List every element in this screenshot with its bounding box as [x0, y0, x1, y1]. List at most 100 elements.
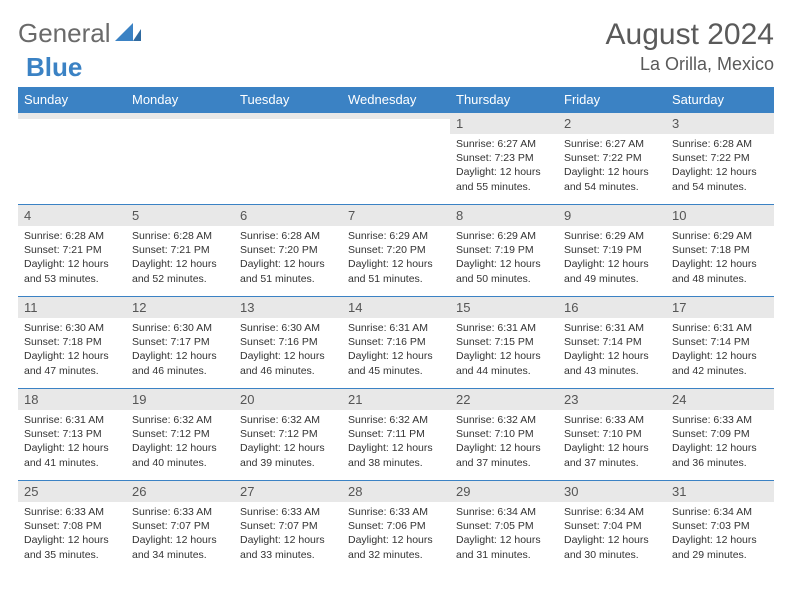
day-details: Sunrise: 6:33 AMSunset: 7:09 PMDaylight:… [666, 410, 774, 474]
day-details: Sunrise: 6:29 AMSunset: 7:19 PMDaylight:… [450, 226, 558, 290]
calendar-day-cell: 19Sunrise: 6:32 AMSunset: 7:12 PMDayligh… [126, 389, 234, 481]
daylight-text: Daylight: 12 hours and 42 minutes. [672, 349, 768, 377]
brand-part1: General [18, 18, 111, 49]
sunrise-text: Sunrise: 6:33 AM [672, 413, 768, 427]
weekday-header: Sunday [18, 87, 126, 113]
calendar-day-cell: 25Sunrise: 6:33 AMSunset: 7:08 PMDayligh… [18, 481, 126, 573]
daylight-text: Daylight: 12 hours and 51 minutes. [240, 257, 336, 285]
sunset-text: Sunset: 7:18 PM [672, 243, 768, 257]
sunrise-text: Sunrise: 6:31 AM [348, 321, 444, 335]
day-number: 20 [234, 389, 342, 410]
sunset-text: Sunset: 7:14 PM [564, 335, 660, 349]
day-details: Sunrise: 6:30 AMSunset: 7:16 PMDaylight:… [234, 318, 342, 382]
sunset-text: Sunset: 7:13 PM [24, 427, 120, 441]
weekday-header: Friday [558, 87, 666, 113]
sunrise-text: Sunrise: 6:33 AM [348, 505, 444, 519]
sunset-text: Sunset: 7:12 PM [132, 427, 228, 441]
calendar-week-row: 25Sunrise: 6:33 AMSunset: 7:08 PMDayligh… [18, 481, 774, 573]
day-number: 18 [18, 389, 126, 410]
calendar-day-cell: 30Sunrise: 6:34 AMSunset: 7:04 PMDayligh… [558, 481, 666, 573]
daylight-text: Daylight: 12 hours and 46 minutes. [240, 349, 336, 377]
sunset-text: Sunset: 7:22 PM [564, 151, 660, 165]
brand-triangle-icon [115, 21, 141, 46]
day-details: Sunrise: 6:29 AMSunset: 7:19 PMDaylight:… [558, 226, 666, 290]
day-details [234, 119, 342, 126]
day-details: Sunrise: 6:27 AMSunset: 7:23 PMDaylight:… [450, 134, 558, 198]
day-number: 7 [342, 205, 450, 226]
calendar-day-cell [18, 113, 126, 205]
sunrise-text: Sunrise: 6:33 AM [132, 505, 228, 519]
calendar-day-cell: 6Sunrise: 6:28 AMSunset: 7:20 PMDaylight… [234, 205, 342, 297]
calendar-day-cell: 4Sunrise: 6:28 AMSunset: 7:21 PMDaylight… [18, 205, 126, 297]
day-details: Sunrise: 6:32 AMSunset: 7:12 PMDaylight:… [126, 410, 234, 474]
daylight-text: Daylight: 12 hours and 34 minutes. [132, 533, 228, 561]
daylight-text: Daylight: 12 hours and 32 minutes. [348, 533, 444, 561]
daylight-text: Daylight: 12 hours and 37 minutes. [564, 441, 660, 469]
sunrise-text: Sunrise: 6:28 AM [672, 137, 768, 151]
daylight-text: Daylight: 12 hours and 46 minutes. [132, 349, 228, 377]
day-number: 25 [18, 481, 126, 502]
day-number: 14 [342, 297, 450, 318]
day-number: 16 [558, 297, 666, 318]
daylight-text: Daylight: 12 hours and 48 minutes. [672, 257, 768, 285]
calendar-week-row: 4Sunrise: 6:28 AMSunset: 7:21 PMDaylight… [18, 205, 774, 297]
day-number: 30 [558, 481, 666, 502]
daylight-text: Daylight: 12 hours and 47 minutes. [24, 349, 120, 377]
daylight-text: Daylight: 12 hours and 54 minutes. [672, 165, 768, 193]
day-details [126, 119, 234, 126]
day-number: 21 [342, 389, 450, 410]
sunset-text: Sunset: 7:10 PM [456, 427, 552, 441]
sunset-text: Sunset: 7:18 PM [24, 335, 120, 349]
day-number: 22 [450, 389, 558, 410]
calendar-day-cell: 23Sunrise: 6:33 AMSunset: 7:10 PMDayligh… [558, 389, 666, 481]
day-details: Sunrise: 6:31 AMSunset: 7:16 PMDaylight:… [342, 318, 450, 382]
sunrise-text: Sunrise: 6:30 AM [24, 321, 120, 335]
daylight-text: Daylight: 12 hours and 30 minutes. [564, 533, 660, 561]
sunrise-text: Sunrise: 6:34 AM [564, 505, 660, 519]
day-number: 9 [558, 205, 666, 226]
location-subtitle: La Orilla, Mexico [606, 54, 774, 75]
sunset-text: Sunset: 7:03 PM [672, 519, 768, 533]
day-number: 26 [126, 481, 234, 502]
weekday-header: Saturday [666, 87, 774, 113]
calendar-day-cell: 26Sunrise: 6:33 AMSunset: 7:07 PMDayligh… [126, 481, 234, 573]
sunrise-text: Sunrise: 6:29 AM [456, 229, 552, 243]
sunset-text: Sunset: 7:05 PM [456, 519, 552, 533]
sunrise-text: Sunrise: 6:32 AM [348, 413, 444, 427]
daylight-text: Daylight: 12 hours and 43 minutes. [564, 349, 660, 377]
daylight-text: Daylight: 12 hours and 39 minutes. [240, 441, 336, 469]
daylight-text: Daylight: 12 hours and 54 minutes. [564, 165, 660, 193]
daylight-text: Daylight: 12 hours and 33 minutes. [240, 533, 336, 561]
calendar-day-cell [234, 113, 342, 205]
sunrise-text: Sunrise: 6:28 AM [24, 229, 120, 243]
day-number: 27 [234, 481, 342, 502]
daylight-text: Daylight: 12 hours and 38 minutes. [348, 441, 444, 469]
day-number: 11 [18, 297, 126, 318]
sunset-text: Sunset: 7:11 PM [348, 427, 444, 441]
daylight-text: Daylight: 12 hours and 50 minutes. [456, 257, 552, 285]
brand-part2-wrap: Blue [26, 52, 82, 83]
sunrise-text: Sunrise: 6:28 AM [240, 229, 336, 243]
sunrise-text: Sunrise: 6:29 AM [564, 229, 660, 243]
calendar-day-cell [126, 113, 234, 205]
calendar-day-cell: 5Sunrise: 6:28 AMSunset: 7:21 PMDaylight… [126, 205, 234, 297]
sunrise-text: Sunrise: 6:27 AM [564, 137, 660, 151]
brand-part2: Blue [26, 52, 82, 82]
day-number: 1 [450, 113, 558, 134]
day-details: Sunrise: 6:33 AMSunset: 7:07 PMDaylight:… [126, 502, 234, 566]
day-details: Sunrise: 6:34 AMSunset: 7:03 PMDaylight:… [666, 502, 774, 566]
day-details: Sunrise: 6:28 AMSunset: 7:21 PMDaylight:… [126, 226, 234, 290]
day-details: Sunrise: 6:34 AMSunset: 7:05 PMDaylight:… [450, 502, 558, 566]
calendar-day-cell: 31Sunrise: 6:34 AMSunset: 7:03 PMDayligh… [666, 481, 774, 573]
sunrise-text: Sunrise: 6:32 AM [132, 413, 228, 427]
calendar-day-cell: 22Sunrise: 6:32 AMSunset: 7:10 PMDayligh… [450, 389, 558, 481]
day-details: Sunrise: 6:34 AMSunset: 7:04 PMDaylight:… [558, 502, 666, 566]
sunset-text: Sunset: 7:07 PM [132, 519, 228, 533]
day-number: 2 [558, 113, 666, 134]
day-number: 15 [450, 297, 558, 318]
brand-logo: General [18, 18, 145, 49]
sunset-text: Sunset: 7:14 PM [672, 335, 768, 349]
day-number: 12 [126, 297, 234, 318]
sunset-text: Sunset: 7:21 PM [132, 243, 228, 257]
day-number: 6 [234, 205, 342, 226]
